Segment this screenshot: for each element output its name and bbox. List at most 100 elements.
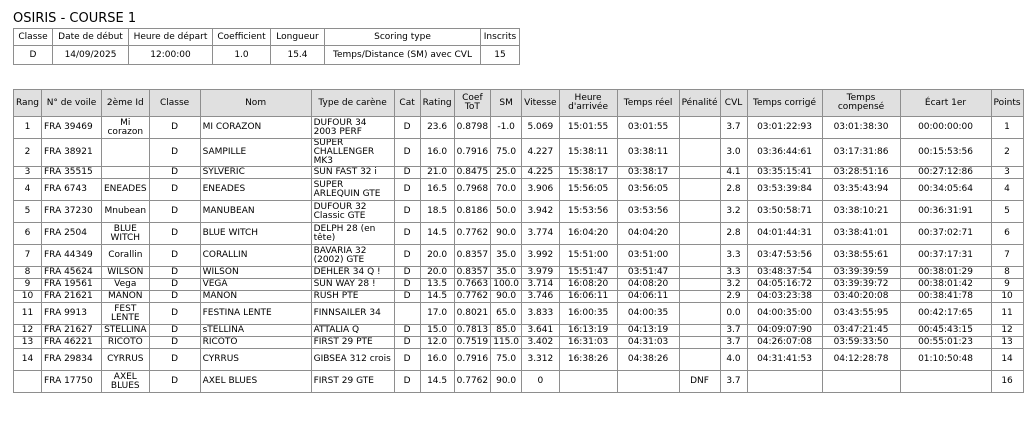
table-cell: 04:09:07:90 — [746, 324, 823, 337]
results-header-cell: Nom — [199, 89, 312, 117]
table-cell: ATTALIA Q — [310, 324, 395, 337]
table-cell: 12 — [13, 324, 42, 337]
table-cell: RICOTO — [101, 336, 150, 349]
table-cell: 3.3 — [719, 266, 748, 279]
table-cell: 13 — [13, 336, 42, 349]
table-cell: 7 — [13, 244, 42, 267]
table-cell: AXEL BLUES — [199, 370, 312, 393]
table-cell: 0 — [521, 370, 560, 393]
table-cell: D — [393, 324, 421, 337]
table-cell: 65.0 — [490, 302, 523, 325]
info-value-cell: 14/09/2025 — [52, 45, 129, 65]
table-cell: 0.7762 — [453, 290, 492, 303]
table-cell: 20.0 — [419, 244, 455, 267]
table-cell: D — [393, 278, 421, 291]
table-cell: 15:51:00 — [558, 244, 618, 267]
table-cell: 3.774 — [521, 222, 560, 245]
table-cell: CYRRUS — [101, 348, 150, 371]
table-cell: 03:40:20:08 — [821, 290, 901, 303]
table-cell: D — [393, 370, 421, 393]
table-cell: CORALLIN — [199, 244, 312, 267]
results-header-cell: Rating — [419, 89, 455, 117]
table-row: 14 FRA 29834 CYRRUS D CYRRUS GIBSEA 312 crois… — [13, 348, 1024, 371]
table-cell: 04:31:03 — [616, 336, 680, 349]
table-row: 13 FRA 46221 RICOTO D RICOTO FIRST 29 PTE D 12.… — [13, 336, 1024, 349]
table-cell: D — [148, 116, 201, 139]
table-cell: 01:10:50:48 — [899, 348, 992, 371]
info-value-cell: Temps/Distance (SM) avec CVL — [324, 45, 481, 65]
table-cell: BLUE WITCH — [199, 222, 312, 245]
table-cell: 03:01:38:30 — [821, 116, 901, 139]
table-cell: 03:53:56 — [616, 200, 680, 223]
table-cell: BAVARIA 32 (2002) GTE — [310, 244, 395, 267]
table-cell: D — [148, 200, 201, 223]
table-cell: FRA 2504 — [41, 222, 102, 245]
info-header-cell: Heure de départ — [128, 28, 213, 46]
table-cell: 13 — [990, 336, 1024, 349]
info-value-cell: 15.4 — [270, 45, 325, 65]
table-cell: FRA 45624 — [41, 266, 102, 279]
table-row: 5 FRA 37230 Mnubean D MANUBEAN DUFOUR 32 Clas… — [13, 200, 1024, 223]
table-cell: FRA 19561 — [41, 278, 102, 291]
table-cell: 0.7916 — [453, 138, 492, 167]
table-cell: Mnubean — [101, 200, 150, 223]
table-cell: 4 — [13, 178, 42, 201]
table-cell: FRA 21627 — [41, 324, 102, 337]
table-cell: 0.7916 — [453, 348, 492, 371]
table-cell: WILSON — [101, 266, 150, 279]
table-cell: D — [148, 278, 201, 291]
table-cell: 03:43:55:95 — [821, 302, 901, 325]
table-cell: D — [393, 244, 421, 267]
table-cell: 03:47:21:45 — [821, 324, 901, 337]
table-cell: FRA 44349 — [41, 244, 102, 267]
table-cell — [678, 336, 721, 349]
table-cell: 03:38:10:21 — [821, 200, 901, 223]
table-cell: SUPER ARLEQUIN GTE — [310, 178, 395, 201]
table-cell: 3.906 — [521, 178, 560, 201]
table-cell: 0.7519 — [453, 336, 492, 349]
table-cell: FRA 35515 — [41, 166, 102, 179]
table-cell: DNF — [678, 370, 721, 393]
table-cell: FIRST 29 GTE — [310, 370, 395, 393]
table-cell: 13.5 — [419, 278, 455, 291]
table-cell: 18.5 — [419, 200, 455, 223]
results-header-cell: Écart 1er — [899, 89, 992, 117]
table-cell — [678, 166, 721, 179]
table-cell: 35.0 — [490, 244, 523, 267]
table-cell: D — [148, 348, 201, 371]
table-cell: FEST LENTE — [101, 302, 150, 325]
results-header-cell: Temps compensé — [821, 89, 901, 117]
table-cell: 25.0 — [490, 166, 523, 179]
table-cell: 16 — [990, 370, 1024, 393]
table-cell: 5.069 — [521, 116, 560, 139]
table-cell: SAMPILLE — [199, 138, 312, 167]
table-row: 2 FRA 38921 D SAMPILLE SUPER CHALLENGER MK3 D… — [13, 138, 1024, 167]
table-cell: 3.2 — [719, 278, 748, 291]
table-cell: 16:00:35 — [558, 302, 618, 325]
table-cell: 85.0 — [490, 324, 523, 337]
table-cell: 03:35:43:94 — [821, 178, 901, 201]
table-cell: FESTINA LENTE — [199, 302, 312, 325]
table-cell: FRA 6743 — [41, 178, 102, 201]
results-header-cell: Coef ToT — [453, 89, 492, 117]
table-cell: 04:31:41:53 — [746, 348, 823, 371]
table-cell: 0.7968 — [453, 178, 492, 201]
table-cell: D — [393, 178, 421, 201]
table-cell: D — [393, 266, 421, 279]
table-cell: 03:39:39:59 — [821, 266, 901, 279]
race-info-value-row: D 14/09/2025 12:00:00 1.0 15.4 Temps/Distance… — [13, 45, 520, 65]
table-cell: 17.0 — [419, 302, 455, 325]
table-cell: 4.0 — [719, 348, 748, 371]
table-cell — [558, 370, 618, 393]
table-cell: 3.7 — [719, 336, 748, 349]
results-header-cell: Points — [990, 89, 1024, 117]
table-cell: 3.402 — [521, 336, 560, 349]
table-cell — [678, 290, 721, 303]
table-row: 8 FRA 45624 WILSON D WILSON DEHLER 34 Q ! D 20.… — [13, 266, 1024, 279]
table-cell — [678, 278, 721, 291]
table-cell: 03:53:39:84 — [746, 178, 823, 201]
table-cell: 04:00:35:00 — [746, 302, 823, 325]
table-cell — [13, 370, 42, 393]
table-cell: 2 — [13, 138, 42, 167]
table-cell: Corallin — [101, 244, 150, 267]
